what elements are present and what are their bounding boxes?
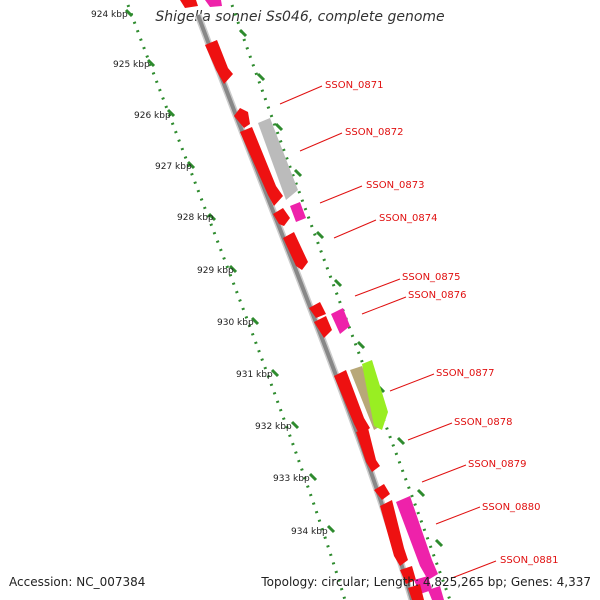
gene-arrow[interactable] <box>234 108 250 128</box>
gene-arrow[interactable] <box>374 484 390 500</box>
gene-arrow[interactable] <box>362 360 388 430</box>
gene-label-sson-0875[interactable]: SSON_0875 <box>402 272 461 283</box>
ruler-label-930: 930 kbp <box>217 318 254 328</box>
accession-text: Accession: NC_007384 <box>9 575 146 589</box>
gene-arrow[interactable] <box>400 566 416 584</box>
gene-label-sson-0874[interactable]: SSON_0874 <box>379 213 438 224</box>
gene-arrow[interactable] <box>273 208 290 226</box>
ruler-label-929: 929 kbp <box>197 266 234 276</box>
gene-arrow[interactable] <box>408 584 424 600</box>
ruler-label-933: 933 kbp <box>273 474 310 484</box>
gene-arrow[interactable] <box>314 316 332 338</box>
gene-label-sson-0873[interactable]: SSON_0873 <box>366 180 425 191</box>
gene-arrow[interactable] <box>380 500 408 566</box>
genome-summary-text: Topology: circular; Length: 4,825,265 bp… <box>261 575 591 589</box>
gene-features <box>180 0 444 600</box>
gene-arrow[interactable] <box>290 202 306 222</box>
gene-arrow[interactable] <box>331 308 350 334</box>
gene-arrow[interactable] <box>258 118 298 200</box>
ruler-label-924: 924 kbp <box>91 10 128 20</box>
gene-arrow[interactable] <box>356 428 380 472</box>
ruler-label-927: 927 kbp <box>155 162 192 172</box>
gene-arrow[interactable] <box>309 302 326 318</box>
gene-label-sson-0881[interactable]: SSON_0881 <box>500 555 559 566</box>
ruler-label-926: 926 kbp <box>134 111 171 121</box>
ruler-label-925: 925 kbp <box>113 60 150 70</box>
gene-arrow[interactable] <box>334 370 370 436</box>
gene-label-sson-0879[interactable]: SSON_0879 <box>468 459 527 470</box>
gene-arrow[interactable] <box>205 40 233 84</box>
gene-arrow[interactable] <box>396 496 438 580</box>
ruler-label-928: 928 kbp <box>177 213 214 223</box>
outer-ruler <box>230 4 452 600</box>
inner-ruler <box>124 4 347 600</box>
gene-label-sson-0872[interactable]: SSON_0872 <box>345 127 404 138</box>
gene-label-sson-0878[interactable]: SSON_0878 <box>454 417 513 428</box>
gene-arrow[interactable] <box>180 0 198 8</box>
ruler-label-934: 934 kbp <box>291 527 328 537</box>
gene-label-sson-0877[interactable]: SSON_0877 <box>436 368 495 379</box>
gene-label-sson-0880[interactable]: SSON_0880 <box>482 502 541 513</box>
gene-arrow[interactable] <box>428 586 444 600</box>
gene-leader-lines <box>279 85 497 579</box>
ruler-label-931: 931 kbp <box>236 370 273 380</box>
gene-label-sson-0871[interactable]: SSON_0871 <box>325 80 384 91</box>
gene-arrow[interactable] <box>283 232 308 270</box>
gene-arrow[interactable] <box>205 0 222 7</box>
ruler-label-932: 932 kbp <box>255 422 292 432</box>
map-title: Shigella sonnei Ss046, complete genome <box>155 9 445 25</box>
gene-label-sson-0876[interactable]: SSON_0876 <box>408 290 467 301</box>
gene-arrow[interactable] <box>240 127 283 206</box>
